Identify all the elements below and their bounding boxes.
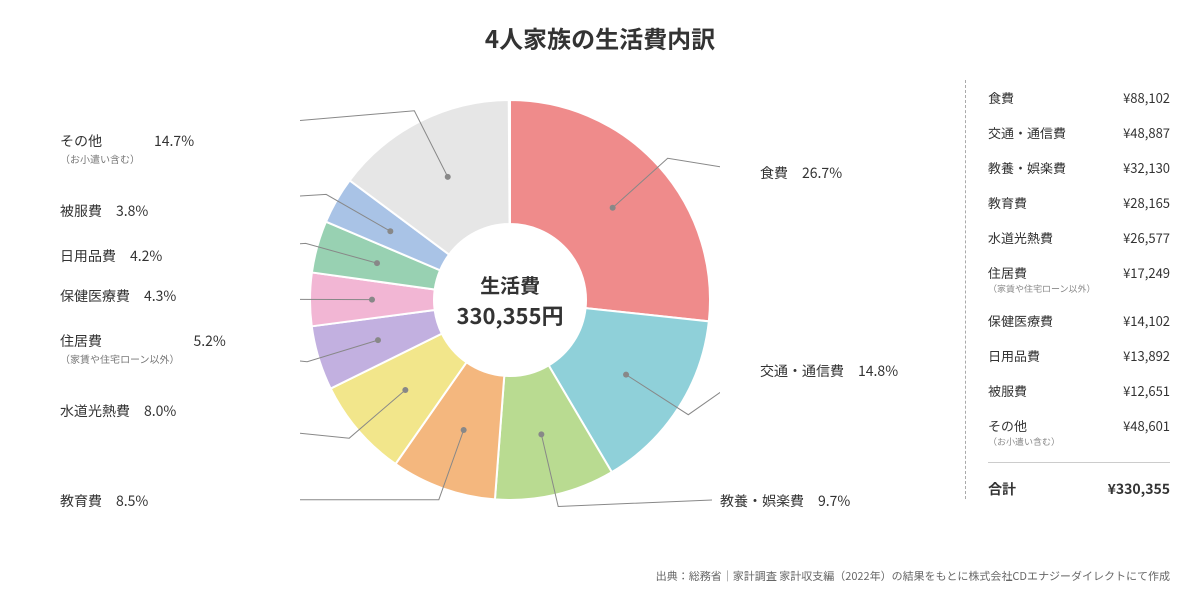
- legend-row: 教養・娯楽費 ¥32,130: [988, 150, 1170, 185]
- slice-label-medical: 保健医療費 4.3%: [60, 286, 176, 306]
- legend-panel: 食費 ¥88,102 交通・通信費 ¥48,887 教養・娯楽費 ¥32,130 教育費 ¥2…: [965, 80, 1170, 499]
- slice-label-name: 日用品費: [60, 246, 116, 266]
- legend-row: その他（お小遣い含む） ¥48,601: [988, 408, 1170, 456]
- slice-label-name: 教養・娯楽費: [720, 491, 804, 511]
- slice-label-clothing: 被服費 3.8%: [60, 201, 148, 221]
- legend-label: その他（お小遣い含む）: [988, 416, 1060, 448]
- slice-label-other: その他（お小遣い含む） 14.7%: [60, 131, 194, 166]
- slice-label-pct: 14.8%: [858, 361, 898, 381]
- legend-label: 教育費: [988, 193, 1027, 212]
- legend-row: 保健医療費 ¥14,102: [988, 303, 1170, 338]
- slice-label-pct: 26.7%: [802, 163, 842, 183]
- slice-label-utility: 水道光熱費 8.0%: [60, 401, 176, 421]
- slice-label-pct: 4.2%: [130, 246, 162, 266]
- pie-chart: 生活費 330,355円: [300, 90, 720, 510]
- slice-label-education: 教育費 8.5%: [60, 491, 148, 511]
- legend-label: 水道光熱費: [988, 228, 1053, 247]
- slice-label-leisure: 教養・娯楽費 9.7%: [720, 491, 850, 511]
- legend-label: 交通・通信費: [988, 123, 1066, 142]
- legend-value: ¥48,887: [1123, 123, 1170, 142]
- legend-value: ¥88,102: [1123, 88, 1170, 107]
- legend-total-label: 合計: [988, 479, 1016, 499]
- slice-label-housing: 住居費（家賃や住宅ローン以外） 5.2%: [60, 331, 226, 366]
- slice-label-pct: 4.3%: [144, 286, 176, 306]
- legend-value: ¥26,577: [1123, 228, 1170, 247]
- slice-label-pct: 14.7%: [154, 131, 194, 151]
- slice-label-name: 食費: [760, 163, 788, 183]
- slice-label-name: 住居費（家賃や住宅ローン以外）: [60, 331, 180, 366]
- slice-label-pct: 8.5%: [116, 491, 148, 511]
- legend-value: ¥12,651: [1123, 381, 1170, 400]
- legend-row: 水道光熱費 ¥26,577: [988, 220, 1170, 255]
- page-title: 4人家族の生活費内訳: [0, 0, 1200, 55]
- slice-label-name: 教育費: [60, 491, 102, 511]
- slice-label-food: 食費 26.7%: [760, 163, 842, 183]
- legend-total-value: ¥330,355: [1108, 479, 1170, 499]
- source-attribution: 出典：総務省｜家計調査 家計収支編（2022年）の結果をもとに株式会社CDエナジ…: [656, 568, 1170, 584]
- legend-row: 交通・通信費 ¥48,887: [988, 115, 1170, 150]
- slice-label-name: 水道光熱費: [60, 401, 130, 421]
- legend-value: ¥32,130: [1123, 158, 1170, 177]
- legend-label: 保健医療費: [988, 311, 1053, 330]
- legend-row: 住居費（家賃や住宅ローン以外） ¥17,249: [988, 255, 1170, 303]
- legend-row: 教育費 ¥28,165: [988, 185, 1170, 220]
- legend-value: ¥48,601: [1123, 416, 1170, 435]
- legend-row: 日用品費 ¥13,892: [988, 338, 1170, 373]
- legend-value: ¥28,165: [1123, 193, 1170, 212]
- slice-label-transport: 交通・通信費 14.8%: [760, 361, 898, 381]
- legend-label: 被服費: [988, 381, 1027, 400]
- pie-slice-food: [510, 100, 710, 321]
- slice-label-name: 保健医療費: [60, 286, 130, 306]
- legend-total: 合計 ¥330,355: [988, 469, 1170, 499]
- slice-label-name: 被服費: [60, 201, 102, 221]
- legend-value: ¥14,102: [1123, 311, 1170, 330]
- legend-row: 食費 ¥88,102: [988, 80, 1170, 115]
- slice-label-pct: 9.7%: [818, 491, 850, 511]
- slice-label-pct: 3.8%: [116, 201, 148, 221]
- legend-label: 日用品費: [988, 346, 1040, 365]
- slice-label-name: 交通・通信費: [760, 361, 844, 381]
- legend-label: 教養・娯楽費: [988, 158, 1066, 177]
- slice-label-pct: 8.0%: [144, 401, 176, 421]
- legend-label: 住居費（家賃や住宅ローン以外）: [988, 263, 1096, 295]
- legend-label: 食費: [988, 88, 1014, 107]
- slice-label-pct: 5.2%: [194, 331, 226, 351]
- legend-value: ¥13,892: [1123, 346, 1170, 365]
- slice-label-daily: 日用品費 4.2%: [60, 246, 162, 266]
- slice-label-name: その他（お小遣い含む）: [60, 131, 140, 166]
- legend-row: 被服費 ¥12,651: [988, 373, 1170, 408]
- legend-value: ¥17,249: [1123, 263, 1170, 282]
